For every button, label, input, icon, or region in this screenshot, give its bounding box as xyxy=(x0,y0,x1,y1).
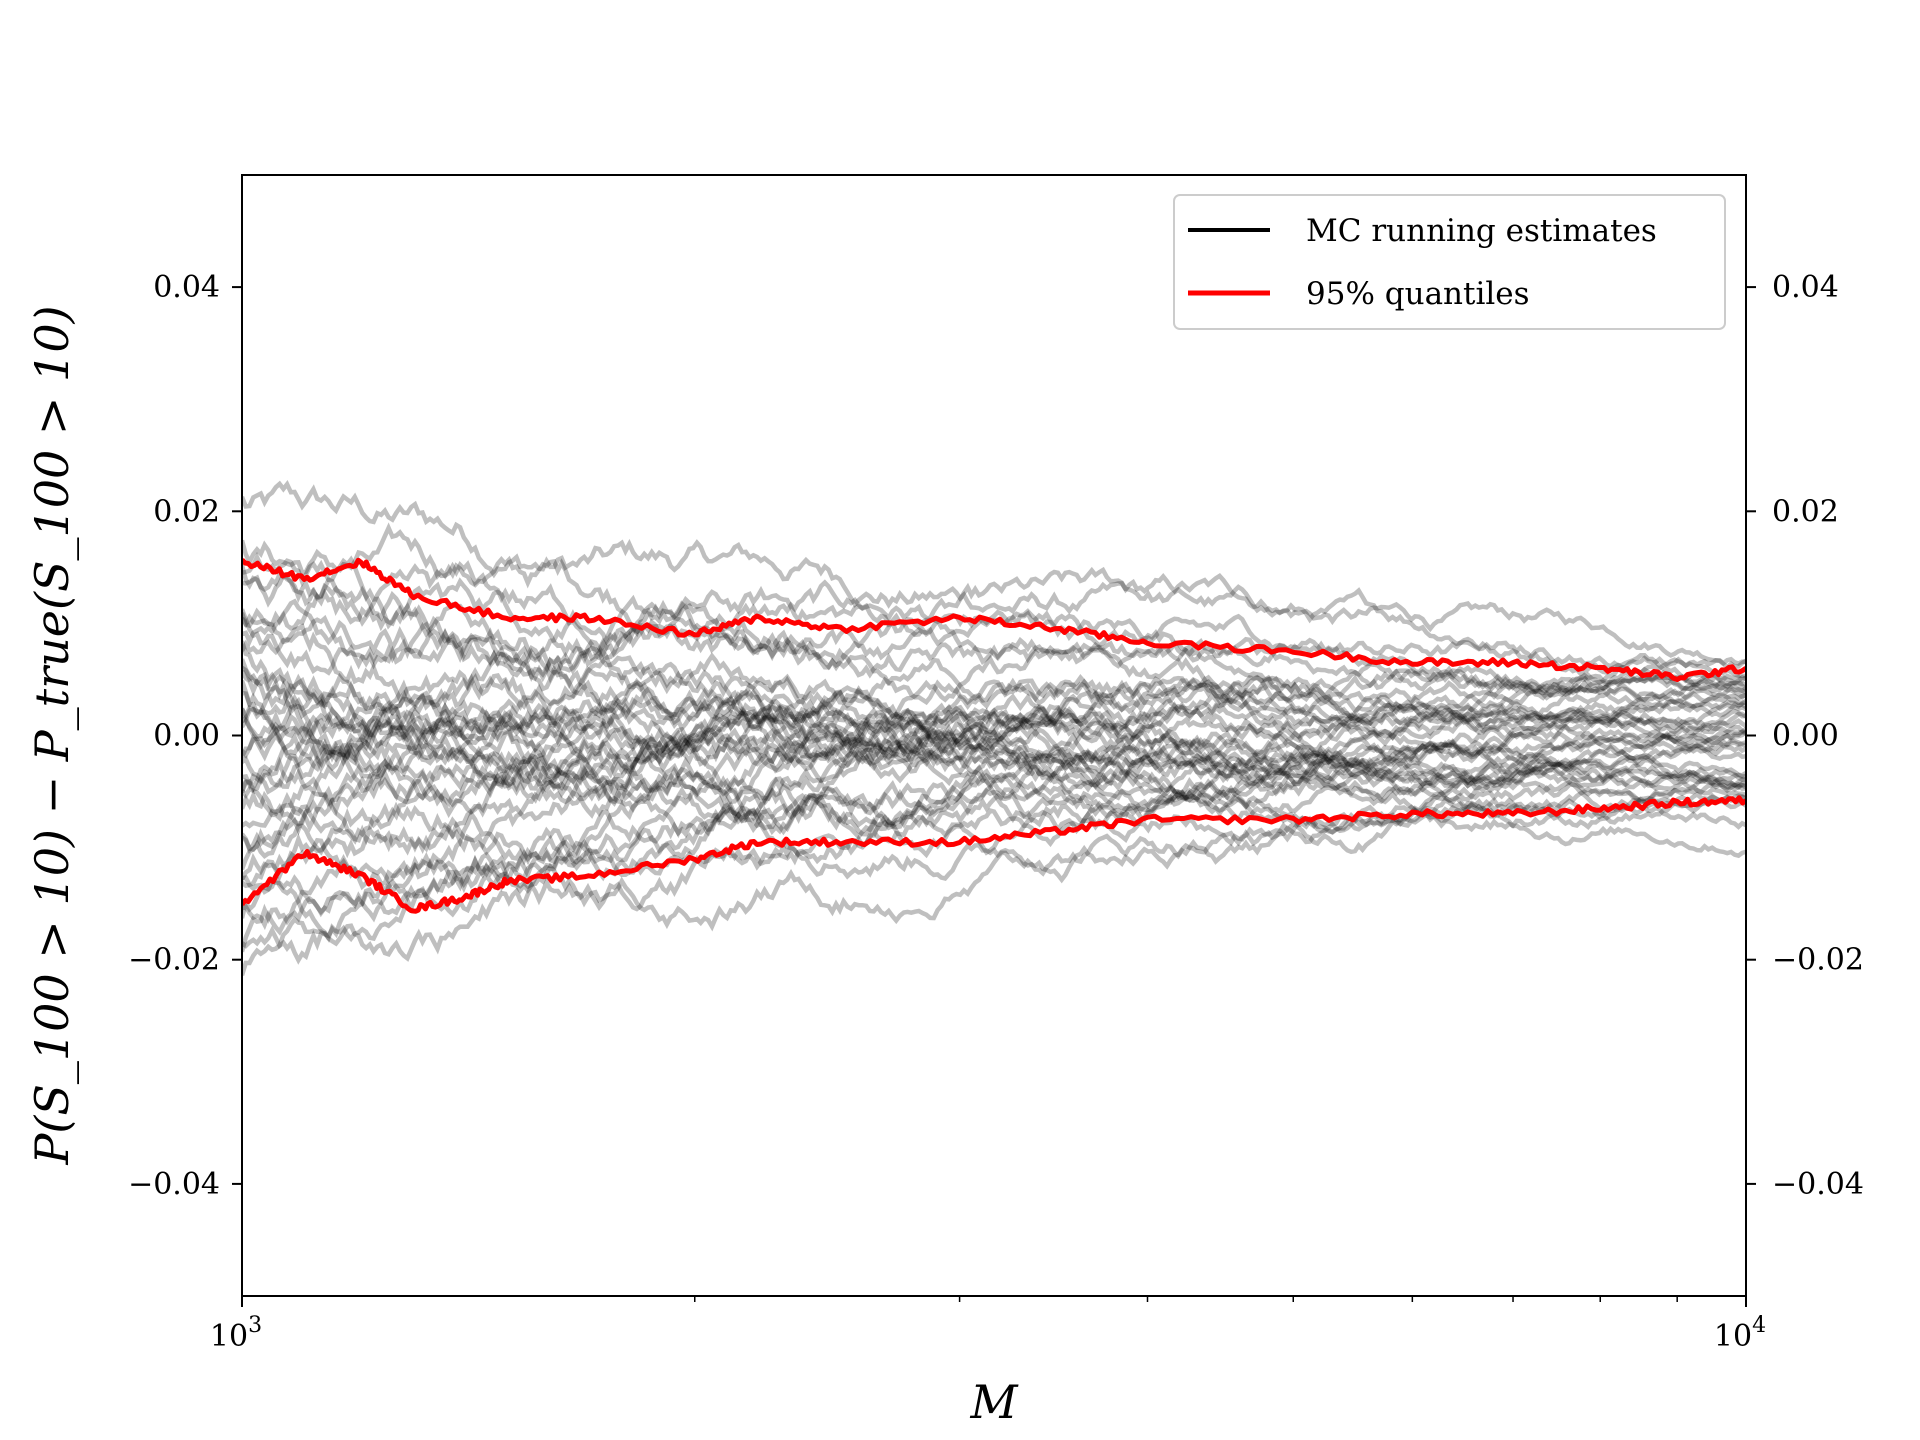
mc-run-line xyxy=(242,675,1746,825)
y-axis-title: P(S_100 > 10) − P_true(S_100 > 10) xyxy=(25,305,79,1165)
mc-run-line xyxy=(242,679,1746,805)
y-tick-label-left: 0.00 xyxy=(153,719,220,754)
mc-run-line xyxy=(242,764,1746,855)
mc-run-line xyxy=(242,673,1746,836)
y-tick-label-right: −0.02 xyxy=(1772,943,1864,978)
quantile-lines xyxy=(242,557,1746,914)
quantile-line-upper xyxy=(242,557,1746,682)
x-axis-ticks: 103 104 xyxy=(210,1296,1766,1354)
mc-run-line xyxy=(242,658,1746,783)
mc-run-line xyxy=(242,674,1746,767)
legend-label-quantile: 95% quantiles xyxy=(1306,276,1530,312)
y-tick-label-left: −0.04 xyxy=(128,1167,220,1202)
mc-run-line xyxy=(242,686,1746,792)
y-tick-label-right: 0.00 xyxy=(1772,719,1839,754)
mc-run-line xyxy=(242,730,1746,953)
mc-run-line xyxy=(242,787,1746,965)
mc-run-line xyxy=(242,681,1746,793)
mc-run-line xyxy=(242,479,1746,670)
mc-run-line xyxy=(242,551,1746,703)
y-tick-label-left: 0.04 xyxy=(153,270,220,305)
mc-run-line xyxy=(242,614,1746,793)
mc-run-line xyxy=(242,684,1746,822)
x-tick-label: 103 xyxy=(210,1313,262,1354)
mc-run-line xyxy=(242,783,1746,894)
mc-run-line xyxy=(242,688,1746,936)
mc-run-line xyxy=(242,754,1746,865)
mc-run-line xyxy=(242,728,1746,815)
legend-label-mc: MC running estimates xyxy=(1306,213,1657,249)
y-axis-ticks: −0.04 −0.04 −0.02 −0.02 0.00 0.00 0.02 0.02 0.04… xyxy=(128,270,1864,1202)
legend-box xyxy=(1173,194,1726,330)
mc-run-line xyxy=(242,709,1746,794)
mc-run-line xyxy=(242,698,1746,976)
mc-run-line xyxy=(242,598,1746,735)
y-tick-label-right: 0.02 xyxy=(1772,494,1839,529)
y-tick-label-left: −0.02 xyxy=(128,943,220,978)
mc-run-line xyxy=(242,738,1746,944)
mc-run-line xyxy=(242,640,1746,782)
mc-run-line xyxy=(242,665,1746,787)
y-tick-label-left: 0.02 xyxy=(153,494,220,529)
mc-run-line xyxy=(242,613,1746,749)
mc-run-line xyxy=(242,657,1746,784)
mc-run-line xyxy=(242,655,1746,871)
mc-run-line xyxy=(242,684,1746,791)
y-tick-label-right: −0.04 xyxy=(1772,1167,1864,1202)
mc-run-line xyxy=(242,560,1746,700)
mc-run-line xyxy=(242,712,1746,845)
mc-run-line xyxy=(242,645,1746,792)
mc-run-line xyxy=(242,700,1746,881)
mc-running-estimates xyxy=(242,479,1746,976)
x-tick-label: 104 xyxy=(1714,1313,1766,1354)
mc-run-line xyxy=(242,693,1746,830)
mc-run-line xyxy=(242,522,1746,686)
legend: MC running estimates 95% quantiles xyxy=(1173,194,1726,330)
mc-run-line xyxy=(242,570,1746,706)
quantile-line-lower xyxy=(242,795,1746,914)
y-tick-label-right: 0.04 xyxy=(1772,270,1839,305)
x-axis-title: M xyxy=(969,1375,1019,1429)
mc-run-line xyxy=(242,601,1746,700)
